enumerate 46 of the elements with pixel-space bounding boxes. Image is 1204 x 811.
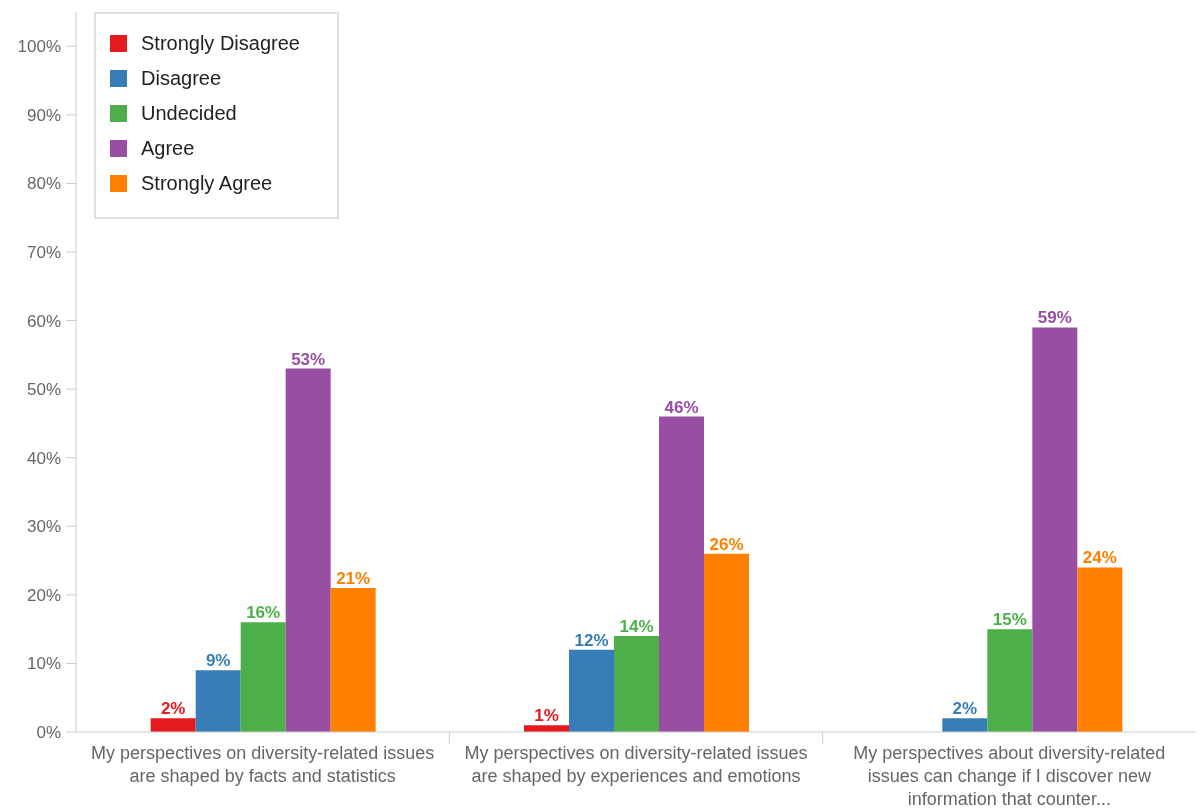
- y-tick-label: 90%: [26, 105, 61, 125]
- bar: [240, 622, 286, 732]
- bar: [942, 718, 988, 732]
- legend-label: Undecided: [141, 102, 237, 125]
- y-tick-label: 10%: [26, 654, 61, 674]
- bar: [659, 416, 704, 732]
- x-tick-label: My perspectives about diversity-related issues can change if I discover new information that counter...: [853, 743, 1166, 809]
- bar: [150, 718, 196, 732]
- legend-label: Strongly Agree: [141, 172, 273, 195]
- y-tick-label: 70%: [26, 243, 61, 263]
- y-tick-label: 30%: [26, 517, 61, 537]
- data-label: 53%: [291, 349, 326, 369]
- y-tick-label: 60%: [26, 311, 61, 331]
- legend-label: Agree: [141, 137, 195, 160]
- y-tick-label: 100%: [17, 37, 61, 57]
- x-tick-label: My perspectives on diversity-related issues are shaped by facts and statistics: [91, 743, 435, 786]
- y-tick-label: 20%: [26, 585, 61, 605]
- bar: [330, 588, 376, 732]
- bar: [569, 649, 614, 732]
- legend-label: Disagree: [141, 67, 222, 90]
- data-label: 9%: [205, 651, 231, 671]
- data-label: 59%: [1037, 308, 1072, 328]
- y-tick-label: 50%: [26, 380, 61, 400]
- bar: [704, 553, 749, 732]
- data-label: 21%: [336, 569, 371, 588]
- bar: [1032, 327, 1078, 732]
- y-tick-label: 40%: [26, 448, 61, 468]
- x-tick-label: My perspectives on diversity-related issues are shaped by experiences and emotions: [464, 743, 808, 786]
- data-label: 15%: [992, 610, 1027, 630]
- data-label: 24%: [1082, 548, 1117, 568]
- data-label: 1%: [534, 706, 559, 726]
- y-tick-label: 80%: [26, 174, 61, 194]
- data-label: 46%: [664, 397, 699, 417]
- data-label: 16%: [246, 603, 281, 623]
- data-label: 12%: [574, 630, 609, 650]
- data-label: 14%: [619, 617, 654, 636]
- data-label: 2%: [952, 699, 978, 719]
- bar: [1077, 567, 1123, 732]
- data-label: 26%: [709, 534, 744, 554]
- bar: [285, 368, 331, 732]
- bar: [614, 636, 659, 732]
- legend-label: Strongly Disagree: [141, 32, 300, 55]
- data-label: 2%: [160, 699, 186, 719]
- bar: [987, 629, 1033, 732]
- bar: [195, 670, 241, 732]
- y-tick-label: 0%: [36, 723, 61, 743]
